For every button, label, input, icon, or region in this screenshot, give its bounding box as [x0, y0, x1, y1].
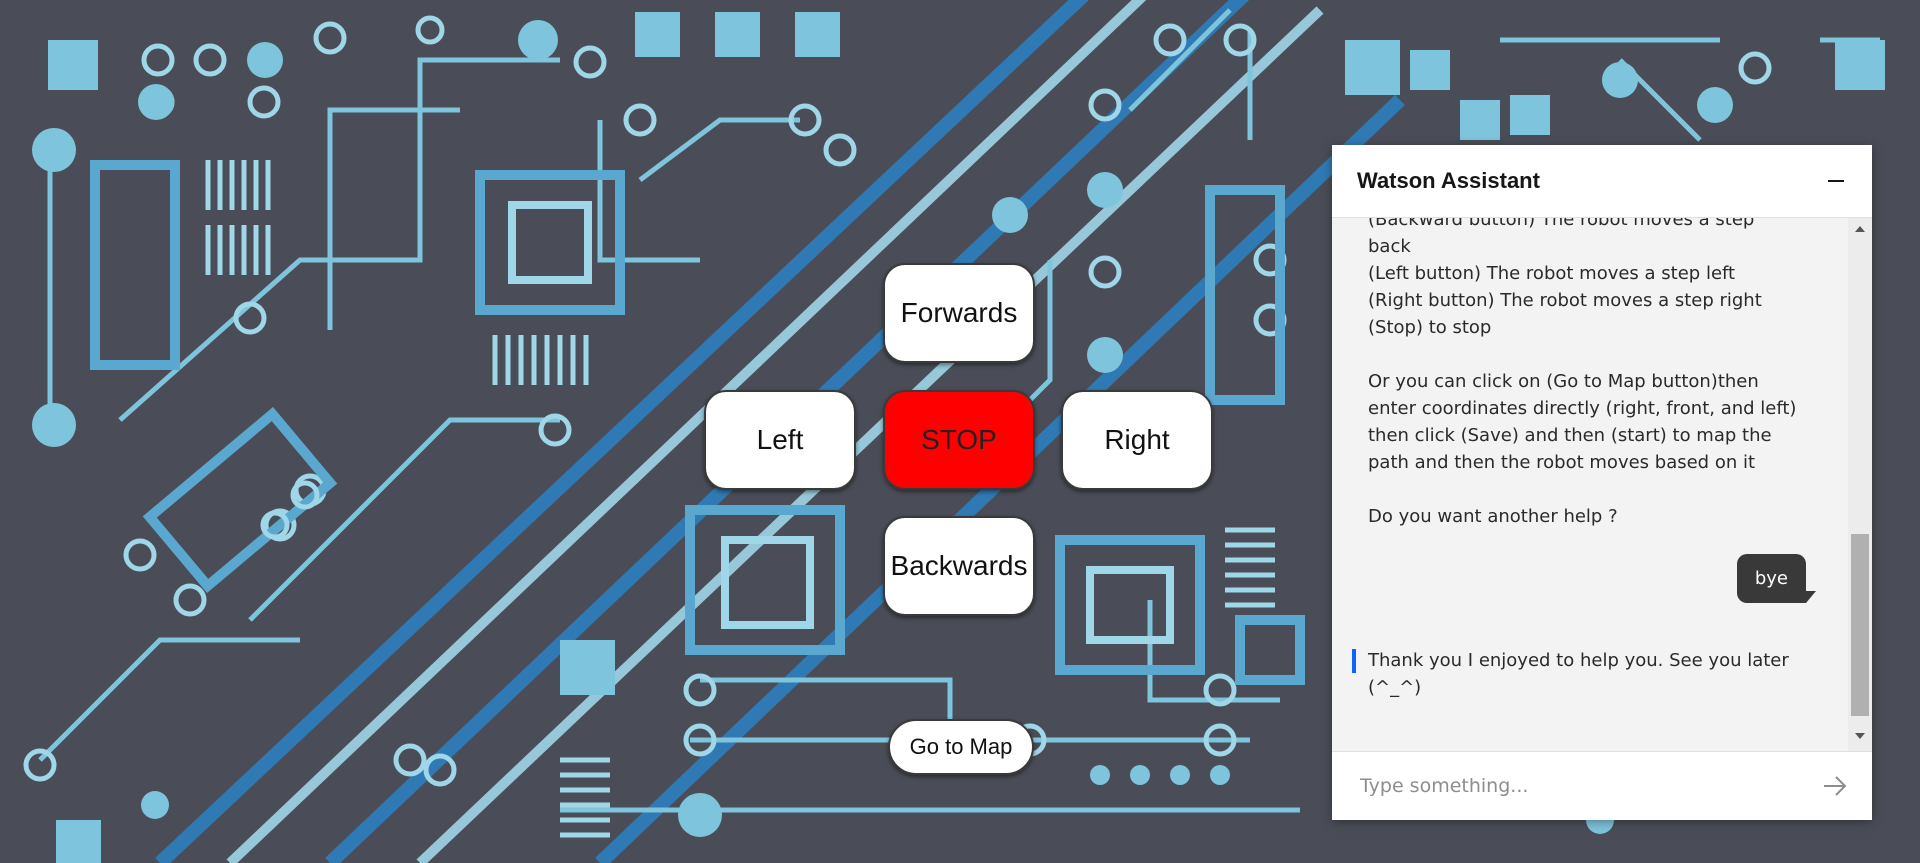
- message-input[interactable]: [1358, 774, 1820, 798]
- go-to-map-button[interactable]: Go to Map: [888, 719, 1034, 775]
- message-line: enter coordinates directly (right, front…: [1368, 398, 1797, 419]
- chat-title: Watson Assistant: [1357, 168, 1540, 193]
- message-line: Do you want another help ?: [1368, 506, 1618, 527]
- message-line: (^_^): [1368, 677, 1422, 698]
- left-button[interactable]: Left: [704, 390, 856, 490]
- minimize-icon[interactable]: [1824, 169, 1848, 193]
- message-line: then click (Save) and then (start) to ma…: [1368, 425, 1772, 446]
- message-line: (Right button) The robot moves a step ri…: [1368, 290, 1762, 311]
- message-line: path and then the robot moves based on i…: [1368, 452, 1756, 473]
- stop-button[interactable]: STOP: [883, 390, 1035, 490]
- user-message: bye: [1736, 554, 1817, 603]
- chat-input-area: [1332, 751, 1872, 820]
- message-line: (Left button) The robot moves a step lef…: [1368, 263, 1736, 284]
- user-message-row: bye: [1368, 554, 1818, 603]
- chat-scrollbar[interactable]: [1848, 218, 1872, 751]
- bot-message: (Backward button) The robot moves a step…: [1368, 218, 1818, 530]
- bot-message-latest: Thank you I enjoyed to help you. See you…: [1352, 647, 1818, 701]
- forward-button[interactable]: Forwards: [883, 263, 1035, 363]
- message-line: back: [1368, 236, 1411, 257]
- scroll-up-icon[interactable]: [1855, 226, 1865, 232]
- scrollbar-thumb[interactable]: [1851, 534, 1869, 716]
- chat-messages[interactable]: (Backward button) The robot moves a step…: [1332, 218, 1872, 751]
- chat-widget: Watson Assistant (Backward button) The r…: [1332, 145, 1872, 820]
- message-line: Or you can click on (Go to Map button)th…: [1368, 371, 1759, 392]
- message-line: Thank you I enjoyed to help you. See you…: [1368, 650, 1789, 671]
- message-line: (Backward button) The robot moves a step: [1368, 218, 1755, 230]
- send-arrow-icon[interactable]: [1820, 771, 1850, 801]
- scroll-down-icon[interactable]: [1855, 733, 1865, 739]
- message-list: (Backward button) The robot moves a step…: [1332, 218, 1848, 751]
- message-line: (Stop) to stop: [1368, 317, 1492, 338]
- backward-button[interactable]: Backwards: [883, 516, 1035, 616]
- right-button[interactable]: Right: [1061, 390, 1213, 490]
- chat-header: Watson Assistant: [1332, 145, 1872, 218]
